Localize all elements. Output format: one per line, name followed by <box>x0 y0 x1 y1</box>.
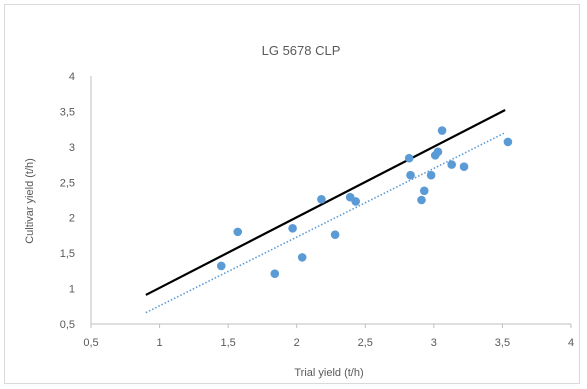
data-point <box>459 162 469 171</box>
y-tick-label: 1 <box>69 284 75 296</box>
data-point <box>426 170 436 180</box>
y-tick-label: 2 <box>69 213 75 225</box>
y-tick-label: 3 <box>69 142 75 154</box>
data-point <box>417 195 426 205</box>
x-tick-label: 3,5 <box>495 337 510 349</box>
y-axis-label: Cultivar yield (t/h) <box>24 158 36 244</box>
data-point <box>351 197 360 206</box>
trendline-solid <box>145 109 506 296</box>
chart-title: LG 5678 CLP <box>262 43 341 58</box>
data-point <box>216 261 226 271</box>
y-tick-label: 3,5 <box>60 106 75 118</box>
x-tick-label: 2,5 <box>358 337 373 349</box>
data-point <box>437 126 447 135</box>
x-tick-label: 1 <box>157 337 163 349</box>
x-axis-label: Trial yield (t/h) <box>294 367 363 379</box>
x-tick-label: 2 <box>294 337 300 349</box>
data-point <box>270 269 280 278</box>
data-point <box>317 194 326 204</box>
y-tick-label: 1,5 <box>60 248 75 260</box>
chart-area <box>4 4 580 384</box>
x-tick-label: 4 <box>568 337 574 349</box>
y-tick-label: 4 <box>69 71 75 83</box>
data-point <box>433 147 443 157</box>
x-tick-label: 0,5 <box>83 337 98 349</box>
data-point <box>330 230 340 240</box>
x-tick-label: 1,5 <box>220 337 235 349</box>
axes: 0,5 1 1,5 2 2,5 3 3,5 4 0,5 1 1,5 2 2,5 3 3,5 4 <box>60 71 574 349</box>
data-point <box>406 170 415 180</box>
trendlines <box>145 109 506 314</box>
data-points <box>216 126 513 278</box>
data-point <box>447 160 456 169</box>
y-tick-label: 2,5 <box>60 177 75 189</box>
data-point <box>404 153 414 163</box>
data-point <box>419 186 429 196</box>
data-point <box>297 253 307 262</box>
y-tick-label: 0,5 <box>60 319 75 331</box>
data-point <box>288 224 297 233</box>
data-point <box>503 137 513 147</box>
data-point <box>233 227 243 237</box>
trendline-dotted <box>145 131 506 314</box>
x-tick-label: 3 <box>431 337 437 349</box>
